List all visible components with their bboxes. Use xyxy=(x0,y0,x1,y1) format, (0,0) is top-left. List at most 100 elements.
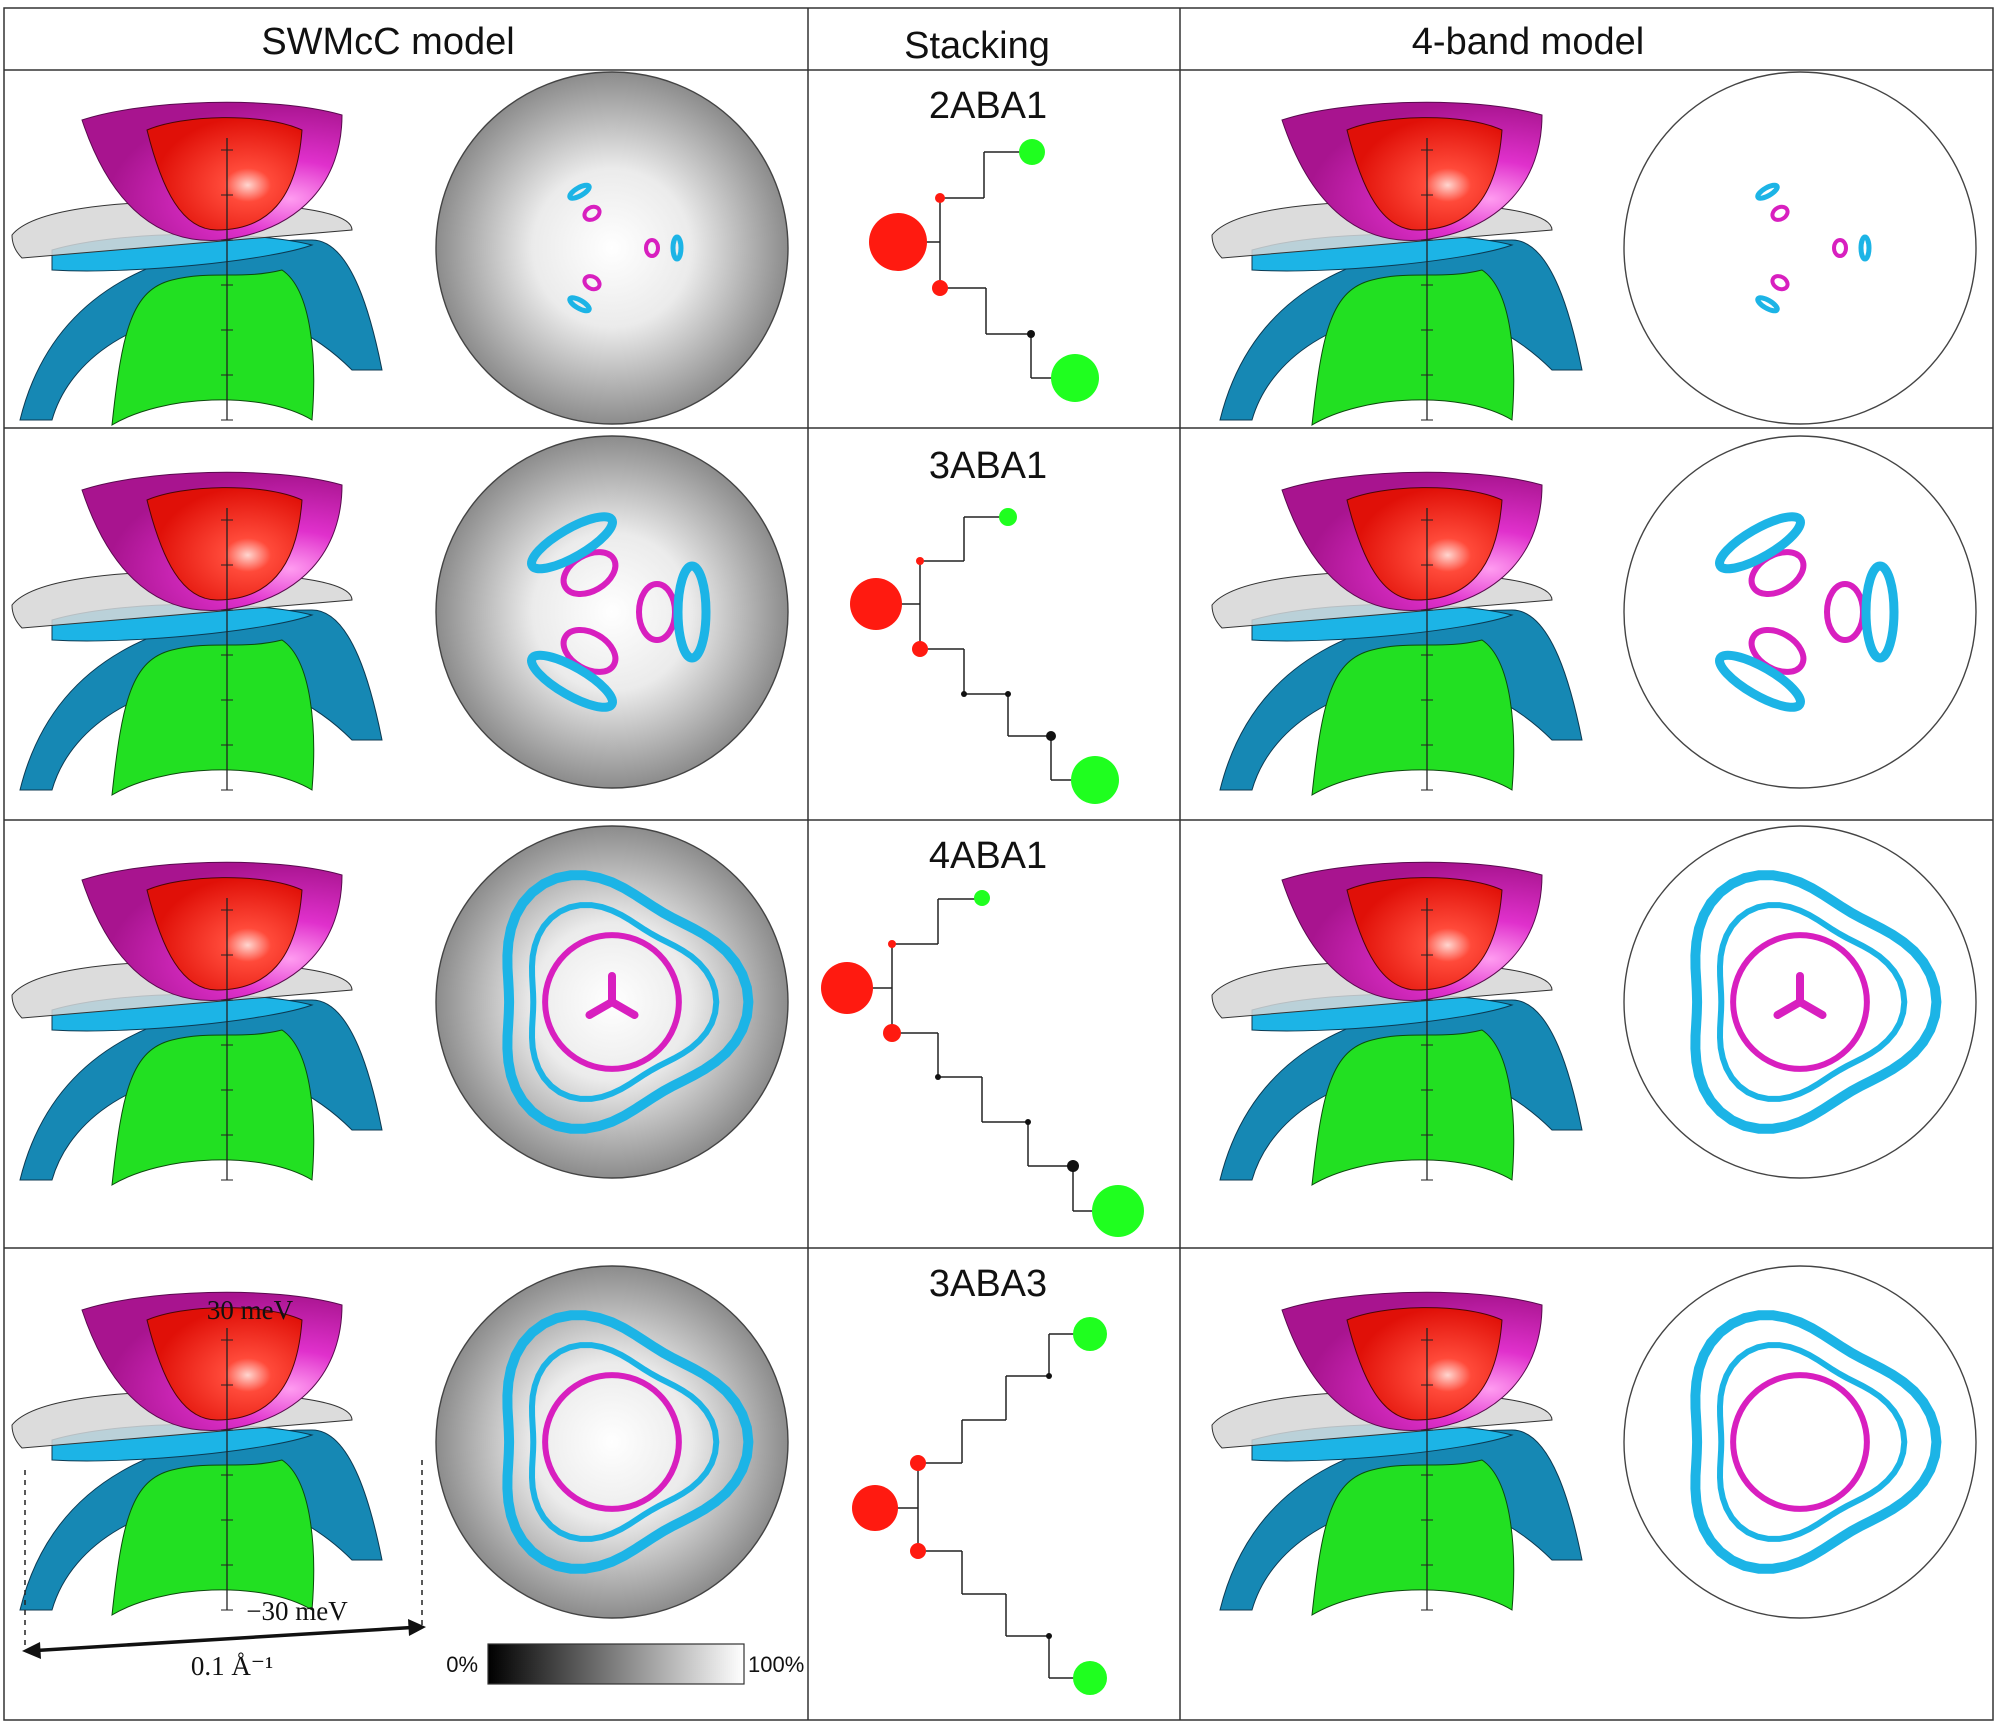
momentum-label: 0.1 Å⁻¹ xyxy=(191,1651,273,1681)
layer-dot-black xyxy=(961,691,967,697)
layer-dot-black xyxy=(1027,330,1035,338)
energy-label-top: 30 meV xyxy=(207,1295,294,1325)
fermi-surface-disc xyxy=(435,1265,789,1619)
energy-label-bottom: −30 meV xyxy=(246,1596,348,1626)
band-structure-4band-1 xyxy=(1211,101,1583,426)
layer-dot-small-red xyxy=(916,557,924,565)
colorbar-max-label: 100% xyxy=(748,1652,804,1677)
trefoil-arm xyxy=(608,998,639,1019)
fermi-contour-outer-cyan xyxy=(502,1310,754,1574)
stacking-label-3: 4ABA1 xyxy=(929,835,1047,877)
layer-dot-small-red xyxy=(912,641,928,657)
layer-dot-green-bottom xyxy=(1092,1185,1144,1237)
energy-axis xyxy=(1421,138,1433,421)
layer-dot-black xyxy=(1046,731,1056,741)
layer-dot-green-bottom xyxy=(1073,1661,1107,1695)
conduction-band-red xyxy=(146,487,303,601)
layer-dot-large-red xyxy=(852,1485,898,1531)
conduction-band-red xyxy=(1346,117,1503,231)
layer-dot-black xyxy=(1046,1373,1052,1379)
green-band xyxy=(1311,639,1515,796)
conduction-band-red xyxy=(1346,1307,1503,1421)
layer-dot-black xyxy=(935,1074,941,1080)
trefoil-arm xyxy=(1796,998,1827,1019)
energy-axis xyxy=(1421,1328,1433,1611)
band-structure-swmcc-4 xyxy=(11,1291,383,1616)
fermi-pocket-cyan xyxy=(1858,234,1872,262)
stacking-label-4: 3ABA3 xyxy=(929,1263,1047,1305)
fermi-contour-inner-cyan xyxy=(1716,902,1908,1102)
band-structure-swmcc-1 xyxy=(11,101,383,426)
layer-dot-black xyxy=(1005,691,1011,697)
band-structure-4band-4 xyxy=(1211,1291,1583,1616)
fermi-pocket-cyan xyxy=(1755,295,1780,314)
fermi-pocket-cyan xyxy=(673,561,711,663)
layer-dot-green-bottom xyxy=(1051,354,1099,402)
band-structure-4band-2 xyxy=(1211,471,1583,796)
energy-axis xyxy=(221,898,233,1181)
layer-dot-small-red xyxy=(910,1455,926,1471)
conduction-band-red xyxy=(1346,877,1503,991)
layer-dot-large-red xyxy=(850,578,902,630)
conduction-band-red xyxy=(146,877,303,991)
fermi-contour-inner-cyan xyxy=(528,1342,720,1542)
fermi-surface-disc xyxy=(1623,1265,1977,1619)
fermi-ring-magenta xyxy=(542,1372,682,1512)
fermi-pocket-cyan xyxy=(527,650,617,712)
energy-axis xyxy=(1421,898,1433,1181)
fermi-pocket-cyan xyxy=(1715,512,1805,574)
header-swmcc: SWMcC model xyxy=(261,21,514,63)
energy-axis xyxy=(221,508,233,791)
conduction-band-red xyxy=(146,117,303,231)
table-grid xyxy=(3,7,1994,1721)
layer-dot-green-top xyxy=(1019,139,1045,165)
fermi-ring-magenta xyxy=(542,932,682,1072)
layer-dot-black xyxy=(1046,1633,1052,1639)
fermi-contour-outer-cyan xyxy=(1690,1310,1942,1574)
fermi-pocket-cyan xyxy=(567,295,592,314)
fermi-pocket-cyan xyxy=(1861,561,1899,663)
layer-dot-small-red xyxy=(910,1543,926,1559)
fermi-ring-magenta xyxy=(1730,1372,1870,1512)
fermi-surface-4band-3 xyxy=(1623,825,1977,1179)
fermi-surface-disc xyxy=(1623,71,1977,425)
fermi-surface-disc xyxy=(1623,435,1977,789)
layer-dot-green-top xyxy=(999,508,1017,526)
fermi-surfaces xyxy=(435,71,1977,1619)
layer-dot-large-red xyxy=(821,962,873,1014)
energy-axis xyxy=(221,138,233,421)
band-structures xyxy=(11,101,1583,1616)
layer-dot-small-red xyxy=(932,280,948,296)
fermi-trefoil-magenta xyxy=(1773,972,1827,1019)
momentum-scale-bar xyxy=(27,1625,421,1653)
stacking-diagram-3 xyxy=(821,890,1144,1237)
stacking-diagram-1 xyxy=(869,139,1099,402)
band-structure-4band-3 xyxy=(1211,861,1583,1186)
fermi-surface-4band-2 xyxy=(1623,435,1977,789)
colorbar: 0% 100% xyxy=(446,1643,804,1685)
fermi-surface-swmcc-2 xyxy=(435,435,789,789)
trefoil-arm xyxy=(1773,998,1804,1019)
layer-dot-green-top xyxy=(1073,1317,1107,1351)
layer-dot-small-red xyxy=(935,193,945,203)
conduction-band-red xyxy=(1346,487,1503,601)
fermi-ring-magenta xyxy=(1730,932,1870,1072)
fermi-surface-swmcc-4 xyxy=(435,1265,789,1619)
fermi-contour-outer-cyan xyxy=(1690,870,1942,1134)
energy-axis xyxy=(1421,508,1433,791)
fermi-surface-4band-4 xyxy=(1623,1265,1977,1619)
fermi-trefoil-magenta xyxy=(585,972,639,1019)
conduction-band-red xyxy=(146,1307,303,1421)
layer-dot-small-red xyxy=(888,940,896,948)
header-stacking: Stacking xyxy=(904,25,1050,67)
scale-arrowhead-left xyxy=(22,1642,41,1659)
green-band xyxy=(111,1029,315,1186)
colorbar-gradient xyxy=(487,1643,745,1685)
energy-axis xyxy=(221,1328,233,1611)
fermi-pocket-magenta xyxy=(1770,204,1790,222)
fermi-pocket-magenta xyxy=(644,238,660,258)
layer-dot-small-red xyxy=(883,1024,901,1042)
fermi-pocket-magenta xyxy=(1832,238,1848,258)
